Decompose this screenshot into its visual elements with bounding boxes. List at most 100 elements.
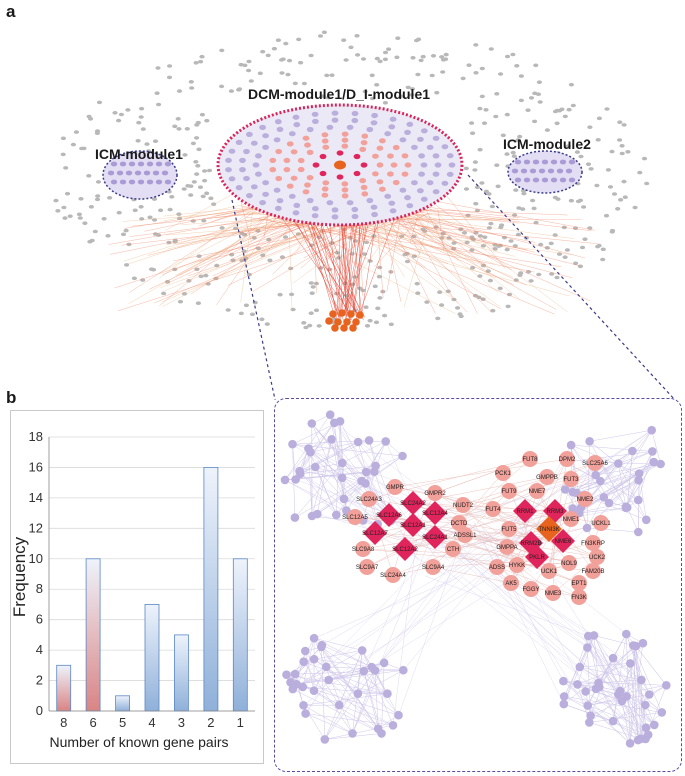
gene-label: FUT9: [502, 489, 518, 495]
module-node: [447, 153, 454, 158]
gene-node: [363, 305, 368, 309]
module-node: [539, 169, 545, 174]
module-node: [147, 162, 153, 167]
network-node: [647, 426, 656, 435]
network-node: [313, 510, 322, 519]
y-axis-label: Frequency: [11, 536, 29, 617]
gene-node: [493, 247, 498, 251]
gene-label: NME2: [577, 497, 594, 503]
module-node: [524, 178, 530, 183]
panel-a-network: [0, 0, 685, 400]
gene-label: ADSS: [489, 565, 505, 571]
gene-node: [226, 308, 231, 312]
network-node: [324, 676, 333, 685]
module-node: [225, 158, 232, 163]
gene-node: [394, 56, 399, 60]
module-node: [303, 136, 310, 141]
module-node: [275, 206, 282, 211]
gene-node: [490, 309, 495, 313]
gene-node: [121, 233, 126, 237]
network-node: [584, 632, 593, 641]
network-node: [637, 676, 646, 685]
gene-node: [374, 321, 379, 325]
gene-node: [195, 164, 200, 168]
module-node: [400, 137, 407, 142]
gene-node: [518, 271, 523, 275]
gene-node: [314, 282, 319, 286]
gene-node: [188, 193, 193, 197]
y-tick-label: 6: [36, 612, 43, 627]
module-node: [400, 188, 407, 193]
module-node: [569, 160, 575, 165]
module-node: [524, 160, 530, 165]
x-tick-label: 8: [60, 715, 67, 730]
gene-node: [604, 107, 609, 111]
module-node: [359, 147, 366, 152]
gene-node: [464, 187, 469, 191]
module-node: [274, 137, 281, 142]
module-node: [560, 178, 566, 183]
gene-node: [596, 138, 601, 142]
edge: [304, 705, 353, 733]
edge: [291, 539, 518, 683]
module-node: [262, 192, 269, 197]
module-node: [156, 180, 162, 185]
gene-label: RRM1: [516, 509, 534, 515]
gene-node: [421, 55, 426, 59]
gene-node: [505, 55, 510, 59]
gene-label: NUDT2: [453, 503, 474, 509]
gene-node: [314, 309, 319, 313]
module-node: [243, 176, 250, 181]
gene-node: [375, 307, 380, 311]
gene-node: [355, 53, 360, 57]
gene-label: GMPR: [386, 485, 405, 491]
gene-node: [415, 73, 420, 77]
gene-node: [61, 206, 66, 210]
gene-node: [386, 47, 391, 51]
gene-node: [136, 139, 141, 143]
module-node: [225, 167, 232, 172]
gene-node: [618, 198, 623, 202]
gene-node: [348, 46, 353, 50]
gene-node: [311, 285, 316, 289]
module-node: [259, 125, 266, 130]
gene-node: [478, 148, 483, 152]
gene-node: [105, 234, 110, 238]
network-node: [299, 701, 308, 710]
network-node: [383, 689, 392, 698]
gene-node: [194, 172, 199, 176]
gene-label: SLC9A8: [352, 547, 375, 553]
module-node: [351, 207, 358, 212]
gene-node: [133, 209, 138, 213]
gene-node: [167, 64, 172, 68]
gene-node: [601, 248, 606, 252]
module-node: [144, 171, 150, 176]
module-node: [347, 125, 354, 130]
gene-node: [161, 292, 166, 296]
module-node: [236, 185, 243, 190]
module-node: [275, 176, 282, 181]
network-node: [591, 471, 600, 480]
gene-node: [71, 143, 76, 147]
y-tick-label: 12: [29, 520, 43, 535]
module-node: [307, 175, 314, 180]
module-node: [533, 178, 539, 183]
module-node: [332, 207, 339, 212]
gene-node: [196, 148, 201, 152]
gene-node: [267, 259, 272, 263]
gene-node: [279, 71, 284, 75]
module-node: [138, 162, 144, 167]
gene-node: [486, 192, 491, 196]
edge: [339, 705, 393, 725]
gene-node: [62, 216, 67, 220]
core-node: [338, 309, 346, 317]
module-node: [111, 180, 117, 185]
module-node: [418, 172, 425, 177]
gene-node: [156, 103, 161, 107]
module-node: [298, 167, 305, 172]
network-node: [311, 463, 320, 472]
gene-node: [505, 248, 510, 252]
gene-label: FUT4: [486, 507, 502, 513]
